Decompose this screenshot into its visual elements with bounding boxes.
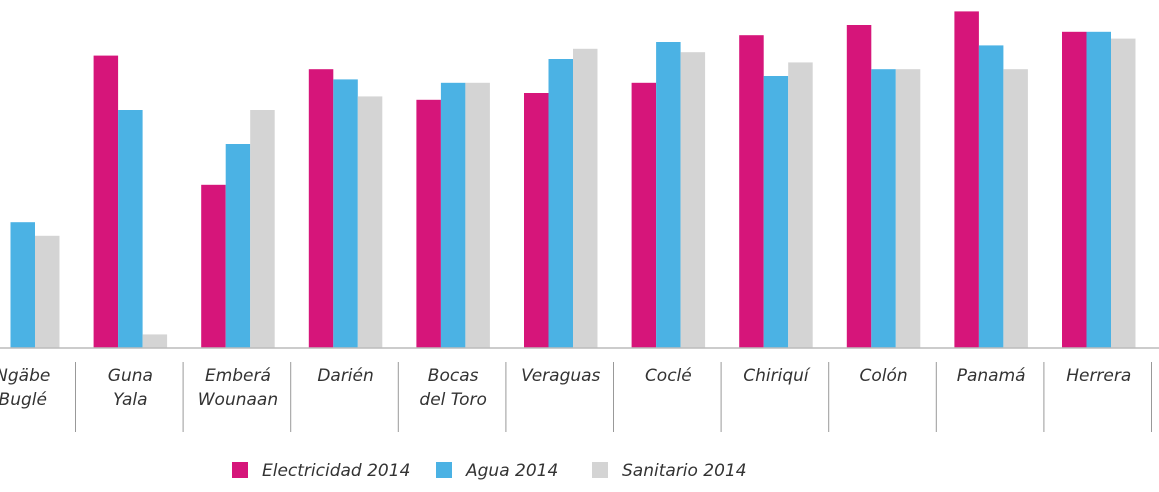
x-tick-label: Buglé xyxy=(0,390,47,410)
bar xyxy=(680,52,706,348)
bar xyxy=(846,25,872,348)
bar xyxy=(10,222,35,348)
x-tick-label: Colón xyxy=(859,366,907,386)
legend-swatch xyxy=(232,462,248,478)
legend-label: Electricidad 2014 xyxy=(262,461,410,481)
x-tick-label: Chiriquí xyxy=(743,366,811,386)
bar xyxy=(656,42,681,348)
x-tick-label: Ngäbe xyxy=(0,366,50,386)
bar xyxy=(1111,38,1136,348)
x-tick-label: Herrera xyxy=(1066,366,1131,386)
bar xyxy=(954,11,979,349)
bar xyxy=(524,93,549,348)
bar xyxy=(763,76,789,348)
legend-swatch xyxy=(436,462,452,478)
x-tick-label: Bocas xyxy=(428,366,479,386)
bar xyxy=(93,55,119,348)
bar xyxy=(573,48,598,349)
bar xyxy=(895,69,921,348)
bar xyxy=(548,59,573,348)
bar xyxy=(118,110,143,348)
bar xyxy=(1003,69,1028,348)
bar xyxy=(250,110,275,348)
bar xyxy=(416,99,441,348)
bar xyxy=(333,79,358,349)
bar xyxy=(465,82,490,349)
bar xyxy=(201,184,226,348)
bar xyxy=(225,144,251,348)
bar xyxy=(871,69,896,348)
bar xyxy=(440,82,466,349)
x-tick-label: Veraguas xyxy=(521,366,600,386)
x-tick-label: del Toro xyxy=(419,390,486,410)
x-tick-label: Guna xyxy=(108,366,153,386)
x-tick-label: Wounaan xyxy=(198,390,278,410)
x-tick-label: Darién xyxy=(317,366,373,386)
bar xyxy=(978,45,1004,349)
bar xyxy=(788,62,813,349)
bar xyxy=(739,35,764,348)
x-tick-label: Yala xyxy=(113,390,147,410)
x-tick-label: Emberá xyxy=(205,366,271,386)
legend-label: Sanitario 2014 xyxy=(622,461,747,481)
legend-swatch xyxy=(592,462,608,478)
x-tick-label: Coclé xyxy=(645,366,692,386)
bar xyxy=(357,96,383,349)
bar xyxy=(631,82,657,349)
bar xyxy=(1062,31,1087,349)
bar xyxy=(142,334,168,348)
bar xyxy=(308,69,334,348)
bar xyxy=(35,235,60,348)
x-tick-label: Panamá xyxy=(957,366,1026,386)
bar xyxy=(1086,31,1111,349)
legend-label: Agua 2014 xyxy=(465,461,558,481)
